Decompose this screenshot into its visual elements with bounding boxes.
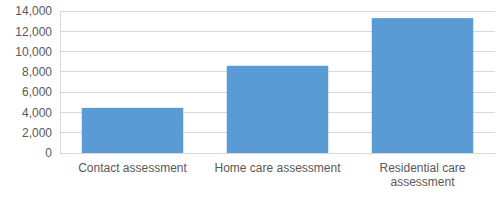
x-tick: Contact assessment <box>78 153 187 175</box>
y-tick-label: 8,000 <box>22 65 52 79</box>
y-axis-line <box>60 12 61 154</box>
y-tick: 12,000 <box>15 25 60 39</box>
bars <box>82 18 474 153</box>
y-tick-label: 6,000 <box>22 85 52 99</box>
x-tick: Home care assessment <box>214 153 341 175</box>
y-tick: 6,000 <box>22 85 60 99</box>
y-tick: 10,000 <box>15 45 60 59</box>
y-tick: 2,000 <box>22 126 60 140</box>
grid-line <box>60 11 495 12</box>
y-tick-label: 0 <box>45 146 52 160</box>
bar <box>372 18 474 153</box>
y-tick-label: 4,000 <box>22 106 52 120</box>
x-tick-label: Home care assessment <box>214 161 341 175</box>
y-tick: 4,000 <box>22 106 60 120</box>
x-axis-line <box>61 153 496 154</box>
y-tick: 14,000 <box>15 4 60 18</box>
x-tick-label: Contact assessment <box>78 161 187 175</box>
y-tick-label: 10,000 <box>15 45 52 59</box>
chart: 0 2,000 4,000 6,000 8,000 10,000 12,000 14,000 C… <box>0 0 500 202</box>
y-tick-label: 14,000 <box>15 4 52 18</box>
y-tick-label: 12,000 <box>15 25 52 39</box>
y-tick: 8,000 <box>22 65 60 79</box>
bar <box>82 108 184 153</box>
x-axis: Contact assessment Home care assessment Re… <box>61 153 496 189</box>
grid <box>60 11 495 153</box>
y-axis: 0 2,000 4,000 6,000 8,000 10,000 12,000 14,000 <box>15 4 60 160</box>
bar <box>227 66 329 153</box>
x-tick-label: Residential careassessment <box>379 161 465 189</box>
y-tick: 0 <box>45 146 60 160</box>
y-tick-label: 2,000 <box>22 126 52 140</box>
x-tick: Residential careassessment <box>379 153 465 189</box>
